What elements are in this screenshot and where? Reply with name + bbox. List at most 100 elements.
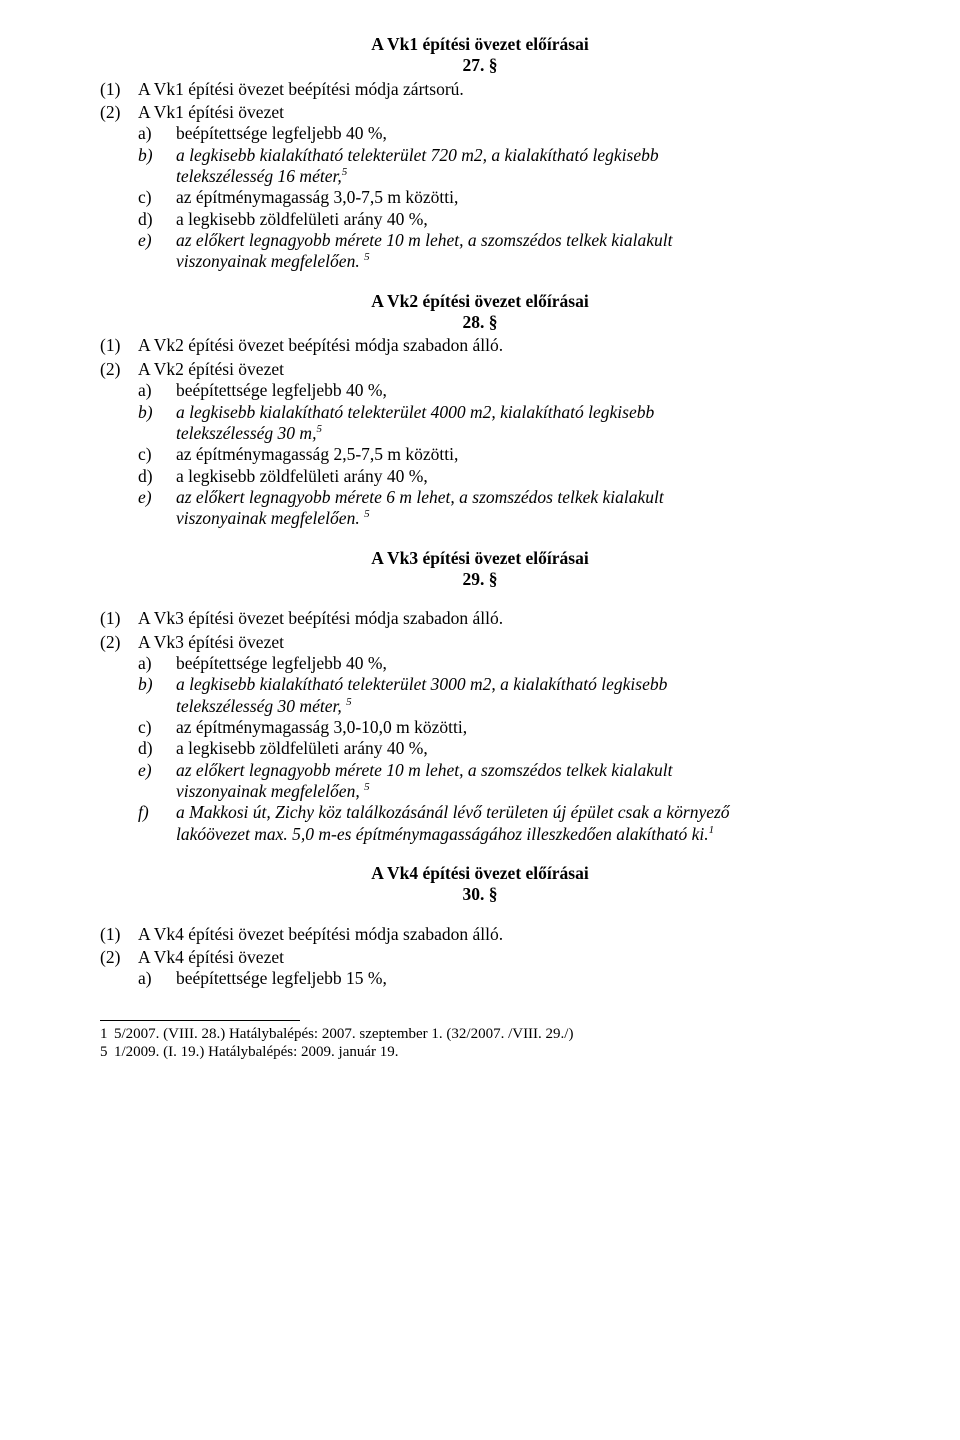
footnote-ref: 5 bbox=[364, 252, 370, 264]
para-marker: (2) bbox=[100, 359, 138, 380]
para-marker: (1) bbox=[100, 335, 138, 356]
section-30-number: 30. § bbox=[100, 884, 860, 905]
subitem-continuation: viszonyainak megfelelően. 5 bbox=[100, 508, 860, 529]
subitem-text: a legkisebb zöldfelületi arány 40 %, bbox=[176, 738, 860, 759]
section-29-title: A Vk3 építési övezet előírásai bbox=[100, 548, 860, 569]
subitem-marker: e) bbox=[138, 487, 176, 508]
footnote-ref: 5 bbox=[316, 423, 322, 435]
section-30-heading: A Vk4 építési övezet előírásai 30. § bbox=[100, 863, 860, 906]
subitem-cont-text: telekszélesség 30 m, bbox=[176, 423, 316, 443]
subitem-text: az építménymagasság 2,5-7,5 m közötti, bbox=[176, 444, 860, 465]
para-text: A Vk1 építési övezet beépítési módja zár… bbox=[138, 79, 860, 100]
para-text: A Vk2 építési övezet bbox=[138, 359, 860, 380]
para-text: A Vk4 építési övezet bbox=[138, 947, 860, 968]
subitem-continuation: telekszélesség 30 méter, 5 bbox=[100, 696, 860, 717]
subitem-continuation: telekszélesség 16 méter,5 bbox=[100, 166, 860, 187]
subitem-cont-text: telekszélesség 16 méter, bbox=[176, 166, 342, 186]
footnote-text: 1/2009. (I. 19.) Hatálybalépés: 2009. ja… bbox=[114, 1043, 860, 1061]
subitem-cont-text: lakóövezet max. 5,0 m-es építménymagassá… bbox=[176, 824, 709, 844]
footnote-separator bbox=[100, 1020, 300, 1021]
subitem-text: beépítettsége legfeljebb 40 %, bbox=[176, 123, 860, 144]
footnote-ref: 1 bbox=[709, 824, 715, 836]
s28-para-2: (2) A Vk2 építési övezet a) beépítettség… bbox=[100, 359, 860, 530]
subitem-cont-text: viszonyainak megfelelően. bbox=[176, 508, 360, 528]
subitem-text: az előkert legnagyobb mérete 6 m lehet, … bbox=[176, 487, 860, 508]
subitem-continuation: viszonyainak megfelelően, 5 bbox=[100, 781, 860, 802]
para-marker: (2) bbox=[100, 947, 138, 968]
para-text: A Vk2 építési övezet beépítési módja sza… bbox=[138, 335, 860, 356]
subitem-marker: d) bbox=[138, 738, 176, 759]
subitem-text: a legkisebb kialakítható telekterület 72… bbox=[176, 145, 860, 166]
subitem-cont-text: telekszélesség 30 méter, bbox=[176, 696, 346, 716]
section-28-number: 28. § bbox=[100, 312, 860, 333]
section-28-heading: A Vk2 építési övezet előírásai 28. § bbox=[100, 291, 860, 334]
s29-para-2: (2) A Vk3 építési övezet a) beépítettség… bbox=[100, 632, 860, 845]
s29-para-1: (1) A Vk3 építési övezet beépítési módja… bbox=[100, 608, 860, 629]
section-29-number: 29. § bbox=[100, 569, 860, 590]
subitem-text: az építménymagasság 3,0-7,5 m közötti, bbox=[176, 187, 860, 208]
para-marker: (1) bbox=[100, 608, 138, 629]
para-text: A Vk3 építési övezet bbox=[138, 632, 860, 653]
subitem-marker: a) bbox=[138, 380, 176, 401]
para-text: A Vk4 építési övezet beépítési módja sza… bbox=[138, 924, 860, 945]
footnote-ref: 5 bbox=[342, 166, 348, 178]
subitem-cont-text: viszonyainak megfelelően, bbox=[176, 781, 364, 801]
subitem-text: a legkisebb zöldfelületi arány 40 %, bbox=[176, 466, 860, 487]
footnote-ref: 5 bbox=[346, 696, 352, 708]
footnote-1: 1 5/2007. (VIII. 28.) Hatálybalépés: 200… bbox=[100, 1025, 860, 1043]
subitem-marker: b) bbox=[138, 402, 176, 423]
subitem-marker: d) bbox=[138, 209, 176, 230]
subitem-marker: a) bbox=[138, 653, 176, 674]
subitem-text: beépítettsége legfeljebb 40 %, bbox=[176, 653, 860, 674]
s28-para-1: (1) A Vk2 építési övezet beépítési módja… bbox=[100, 335, 860, 356]
subitem-text: az előkert legnagyobb mérete 10 m lehet,… bbox=[176, 230, 860, 251]
subitem-text: a legkisebb zöldfelületi arány 40 %, bbox=[176, 209, 860, 230]
subitem-cont-text: viszonyainak megfelelően. bbox=[176, 251, 360, 271]
s27-para-1: (1) A Vk1 építési övezet beépítési módja… bbox=[100, 79, 860, 100]
footnote-5: 5 1/2009. (I. 19.) Hatálybalépés: 2009. … bbox=[100, 1043, 860, 1061]
subitem-marker: a) bbox=[138, 968, 176, 989]
section-27-heading: A Vk1 építési övezet előírásai 27. § bbox=[100, 34, 860, 77]
subitem-marker: a) bbox=[138, 123, 176, 144]
subitem-marker: c) bbox=[138, 717, 176, 738]
footnote-ref: 5 bbox=[364, 508, 370, 520]
subitem-text: beépítettsége legfeljebb 15 %, bbox=[176, 968, 860, 989]
subitem-marker: b) bbox=[138, 145, 176, 166]
subitem-text: a legkisebb kialakítható telekterület 30… bbox=[176, 674, 860, 695]
subitem-marker: e) bbox=[138, 230, 176, 251]
footnote-text: 5/2007. (VIII. 28.) Hatálybalépés: 2007.… bbox=[114, 1025, 860, 1043]
para-text: A Vk1 építési övezet bbox=[138, 102, 860, 123]
s30-para-2: (2) A Vk4 építési övezet a) beépítettség… bbox=[100, 947, 860, 990]
subitem-marker: f) bbox=[138, 802, 176, 823]
subitem-marker: e) bbox=[138, 760, 176, 781]
s27-para-2: (2) A Vk1 építési övezet a) beépítettség… bbox=[100, 102, 860, 273]
subitem-marker: b) bbox=[138, 674, 176, 695]
subitem-text: a legkisebb kialakítható telekterület 40… bbox=[176, 402, 860, 423]
footnote-mark: 1 bbox=[100, 1025, 114, 1043]
subitem-marker: c) bbox=[138, 187, 176, 208]
subitem-continuation: lakóövezet max. 5,0 m-es építménymagassá… bbox=[100, 824, 860, 845]
subitem-text: a Makkosi út, Zichy köz találkozásánál l… bbox=[176, 802, 860, 823]
subitem-text: beépítettsége legfeljebb 40 %, bbox=[176, 380, 860, 401]
document-page: A Vk1 építési övezet előírásai 27. § (1)… bbox=[0, 0, 960, 1440]
subitem-marker: d) bbox=[138, 466, 176, 487]
subitem-text: az előkert legnagyobb mérete 10 m lehet,… bbox=[176, 760, 860, 781]
section-27-number: 27. § bbox=[100, 55, 860, 76]
section-27-title: A Vk1 építési övezet előírásai bbox=[100, 34, 860, 55]
subitem-marker: c) bbox=[138, 444, 176, 465]
para-text: A Vk3 építési övezet beépítési módja sza… bbox=[138, 608, 860, 629]
footnote-mark: 5 bbox=[100, 1043, 114, 1061]
footnotes: 1 5/2007. (VIII. 28.) Hatálybalépés: 200… bbox=[100, 1025, 860, 1062]
footnote-ref: 5 bbox=[364, 781, 370, 793]
section-29-heading: A Vk3 építési övezet előírásai 29. § bbox=[100, 548, 860, 591]
para-marker: (1) bbox=[100, 79, 138, 100]
para-marker: (1) bbox=[100, 924, 138, 945]
s30-para-1: (1) A Vk4 építési övezet beépítési módja… bbox=[100, 924, 860, 945]
section-30-title: A Vk4 építési övezet előírásai bbox=[100, 863, 860, 884]
section-28-title: A Vk2 építési övezet előírásai bbox=[100, 291, 860, 312]
para-marker: (2) bbox=[100, 632, 138, 653]
subitem-continuation: viszonyainak megfelelően. 5 bbox=[100, 251, 860, 272]
subitem-continuation: telekszélesség 30 m,5 bbox=[100, 423, 860, 444]
subitem-text: az építménymagasság 3,0-10,0 m közötti, bbox=[176, 717, 860, 738]
para-marker: (2) bbox=[100, 102, 138, 123]
